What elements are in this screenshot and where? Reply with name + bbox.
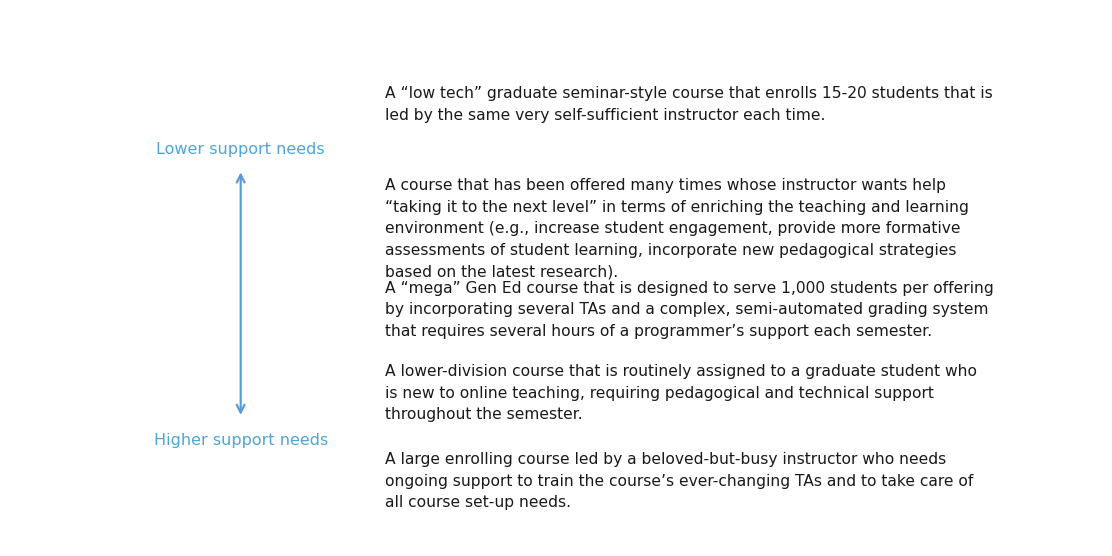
Text: A large enrolling course led by a beloved-but-busy instructor who needs
ongoing : A large enrolling course led by a belove… (385, 452, 973, 510)
Text: A lower-division course that is routinely assigned to a graduate student who
is : A lower-division course that is routinel… (385, 364, 976, 423)
Text: A “low tech” graduate seminar-style course that enrolls 15-20 students that is
l: A “low tech” graduate seminar-style cour… (385, 86, 992, 122)
Text: Lower support needs: Lower support needs (157, 142, 325, 157)
Text: A course that has been offered many times whose instructor wants help
“taking it: A course that has been offered many time… (385, 178, 969, 280)
Text: A “mega” Gen Ed course that is designed to serve 1,000 students per offering
by : A “mega” Gen Ed course that is designed … (385, 281, 993, 339)
Text: Higher support needs: Higher support needs (153, 433, 328, 448)
